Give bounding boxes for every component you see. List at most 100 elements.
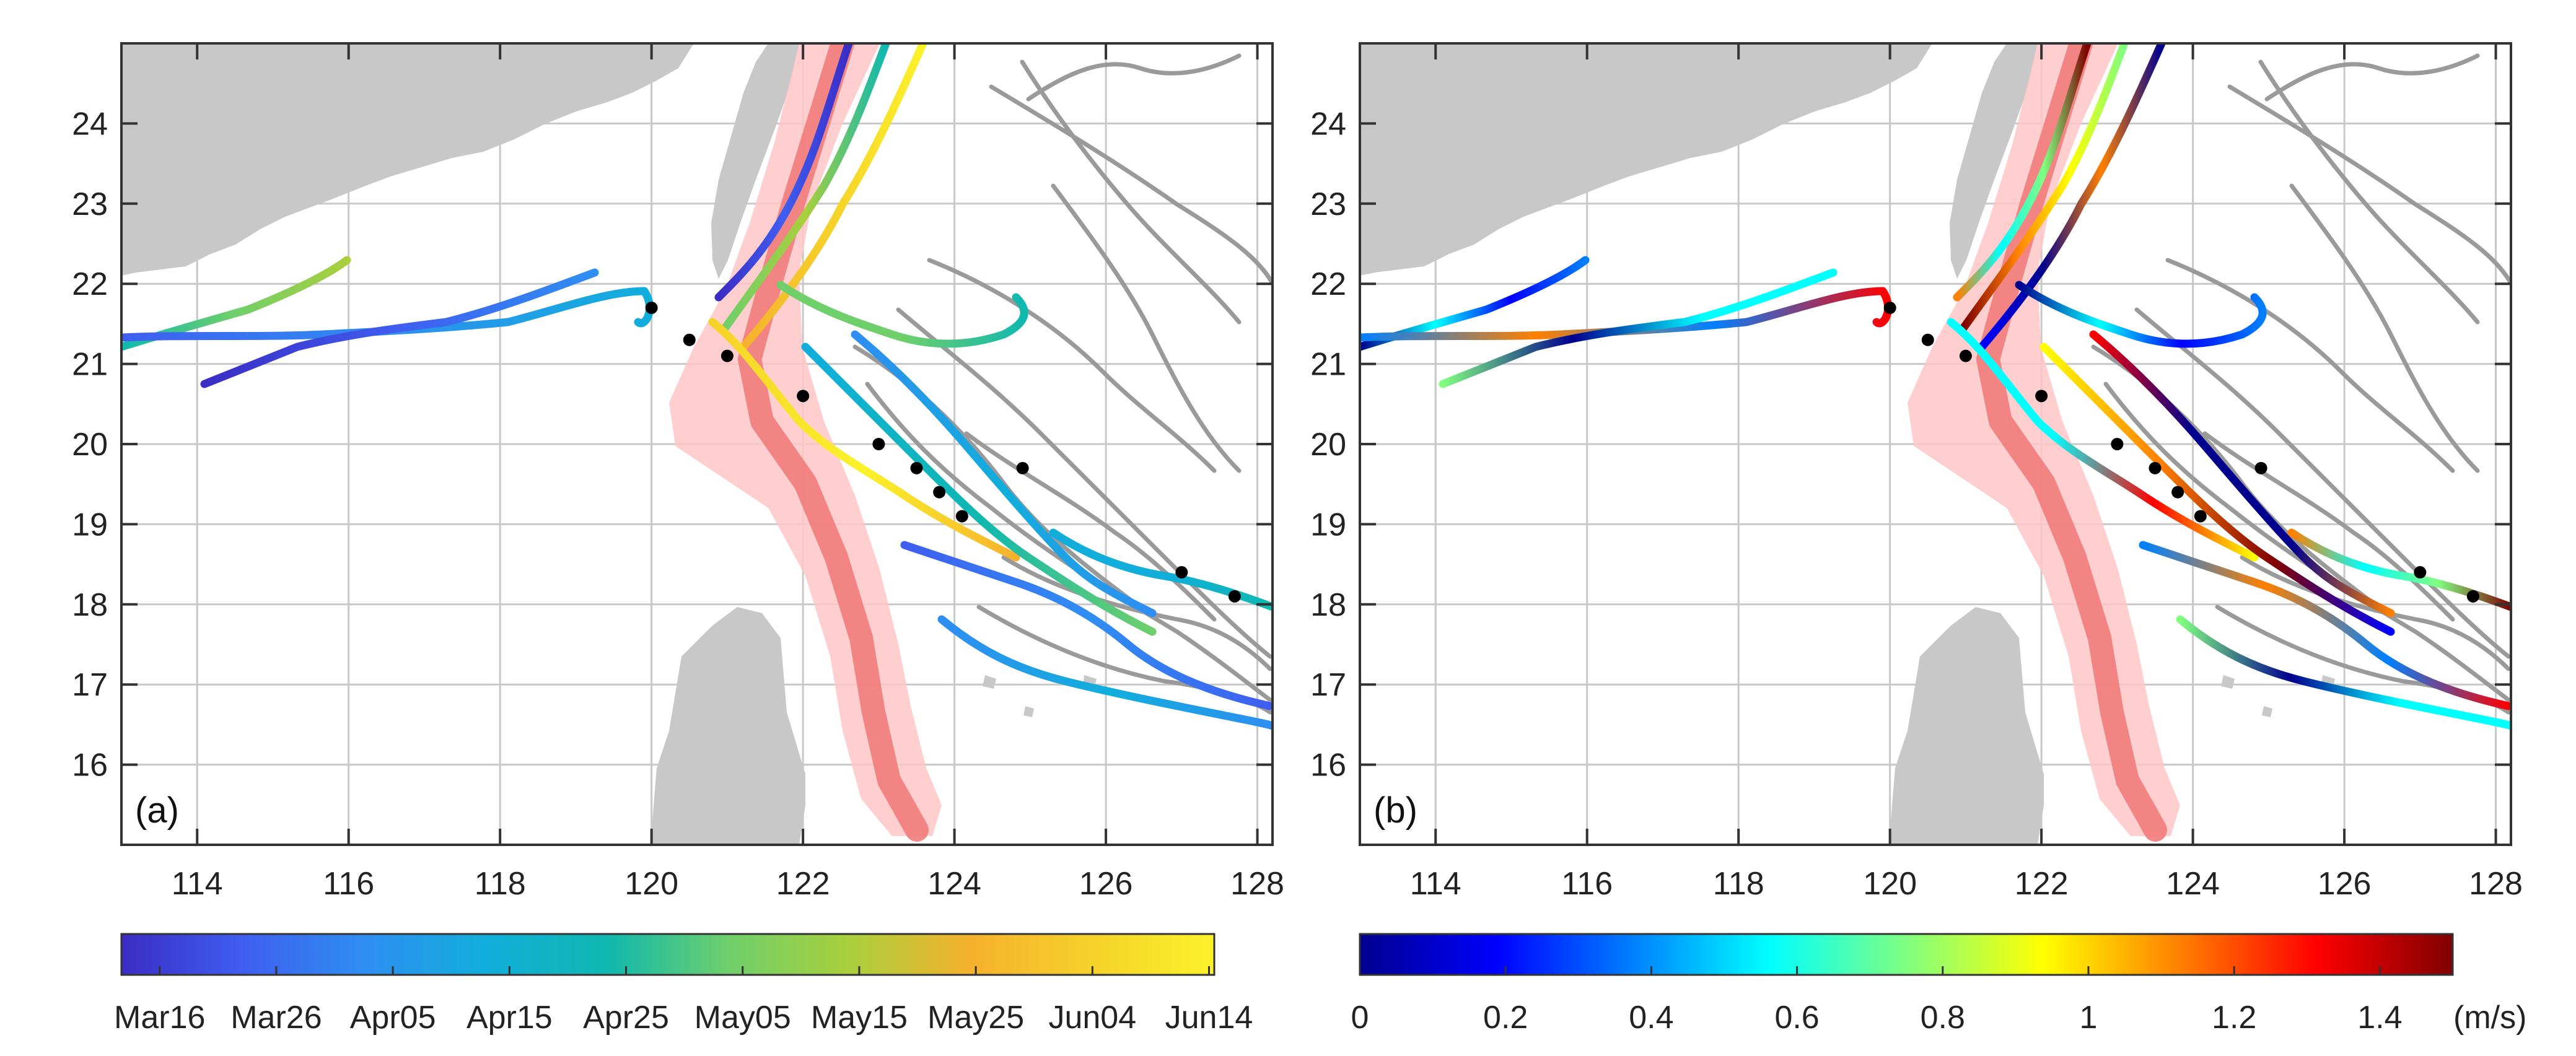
- lon-tick-label: 120: [624, 866, 678, 902]
- drifter-track: [2089, 330, 2395, 617]
- lon-tick-label: 116: [323, 866, 374, 902]
- lon-tick-label: 120: [1863, 866, 1917, 902]
- colorbar-unit: (m/s): [2453, 1000, 2526, 1036]
- colorbar-tick-label: Apr05: [350, 1000, 436, 1036]
- lat-tick-label: 21: [1310, 347, 1346, 383]
- lon-tick-label: 118: [1713, 866, 1764, 902]
- lon-tick-label: 126: [2318, 866, 2372, 902]
- land-mask: [1360, 43, 2335, 845]
- lon-tick-label: 128: [1230, 866, 1284, 902]
- lat-tick-label: 24: [1310, 106, 1346, 142]
- deployment-point: [2194, 510, 2207, 523]
- deployment-points: [1883, 302, 2479, 603]
- deployment-point: [1016, 461, 1029, 474]
- drifter-track: [121, 287, 654, 342]
- colorbar-tick-label: 0.4: [1629, 1000, 1673, 1036]
- deployment-point: [2466, 590, 2479, 603]
- colorbar-speed: 0 0.2 0.4 0.6 0.8 1 1.2 1.4 (m/s): [1351, 933, 2526, 1036]
- deployment-point: [2414, 566, 2427, 579]
- gray-track: [2258, 59, 2480, 325]
- deployment-point: [645, 302, 658, 315]
- drifter-tracks-by-date: [121, 43, 1273, 730]
- lat-tick-label: 23: [72, 186, 108, 222]
- lon-tick-label: 116: [1561, 866, 1613, 902]
- lon-tick-label: 124: [2166, 866, 2220, 902]
- drifter-track: [2176, 615, 2511, 730]
- deployment-point: [2171, 486, 2184, 499]
- gray-track: [2165, 258, 2455, 473]
- gray-track: [2134, 307, 2511, 659]
- lon-tick-label: 118: [475, 866, 526, 902]
- lat-tick-label: 19: [72, 507, 108, 543]
- drifter-track: [1439, 268, 1838, 388]
- colorbar-tick-label: May15: [811, 1000, 908, 1036]
- drifter-track: [2139, 541, 2511, 710]
- lat-tick-label: 17: [72, 667, 108, 703]
- colorbar-tick-label: May05: [694, 1000, 791, 1036]
- drifter-track: [801, 343, 1157, 636]
- drifter-track: [1947, 318, 2259, 562]
- gray-track: [1051, 183, 1242, 473]
- deployment-point: [910, 461, 923, 474]
- lon-tick-label: 124: [927, 866, 981, 902]
- gray-track: [989, 84, 1273, 289]
- deployment-point: [955, 510, 968, 523]
- gray-track: [2264, 53, 2480, 102]
- deployment-points: [645, 302, 1241, 603]
- lat-tick-label: 21: [72, 347, 108, 383]
- deployment-point: [2254, 461, 2267, 474]
- deployment-point: [1921, 333, 1934, 346]
- gray-track: [2289, 183, 2480, 473]
- colorbar-date: Mar16 Mar26 Apr05 Apr15 Apr25 May05 May15 May25…: [114, 933, 1253, 1036]
- map-panel-a: 114 116 118 120 122 124 126 128 16 17 18 19 20 21 22 23…: [72, 42, 1284, 902]
- land-mask: [121, 43, 1097, 845]
- axis-ticks: 114 116 118 120 122 124 126 128 16 17 18 19 20 21 22 23…: [1310, 43, 2523, 902]
- lat-tick-label: 19: [1310, 507, 1346, 543]
- colorbar-tick-label: Jun04: [1048, 1000, 1136, 1036]
- deployment-point: [2035, 390, 2048, 403]
- colorbar-tick-label: Jun14: [1165, 1000, 1253, 1036]
- drifter-track: [2039, 343, 2395, 636]
- colorbar-tick-label: May25: [927, 1000, 1024, 1036]
- lat-tick-label: 16: [72, 748, 108, 783]
- colorbar-tick-label: Mar16: [114, 1000, 205, 1036]
- drifter-track: [721, 43, 890, 333]
- gray-track: [1026, 53, 1242, 102]
- lat-tick-label: 18: [72, 587, 108, 623]
- drifter-track: [739, 43, 927, 351]
- lat-tick-label: 20: [1310, 427, 1346, 463]
- lon-tick-label: 126: [1079, 866, 1133, 902]
- deployment-point: [683, 333, 696, 346]
- deployment-point: [1175, 566, 1188, 579]
- drifter-track: [851, 330, 1157, 617]
- drifter-track: [2015, 281, 2267, 348]
- drifter-track: [900, 541, 1273, 710]
- colorbar-tick-label: 0: [1351, 1000, 1369, 1036]
- deployment-point: [1883, 302, 1896, 315]
- lon-tick-label: 114: [172, 866, 223, 902]
- colorbar-tick-label: 0.8: [1921, 1000, 1965, 1036]
- deployment-point: [1959, 349, 1972, 362]
- drifter-track: [1978, 43, 2166, 351]
- lat-tick-label: 18: [1310, 587, 1346, 623]
- colorbar-tick-label: 0.2: [1483, 1000, 1528, 1036]
- drifter-track: [200, 268, 599, 388]
- lat-tick-label: 17: [1310, 667, 1346, 703]
- drifter-track: [937, 615, 1273, 730]
- deployment-point: [797, 390, 810, 403]
- deployment-point: [1228, 590, 1241, 603]
- colorbar-tick-label: Mar26: [230, 1000, 322, 1036]
- colorbar-tick-label: 1.2: [2212, 1000, 2256, 1036]
- colorbar-tick-label: Apr25: [583, 1000, 669, 1036]
- drifter-track: [708, 318, 1020, 562]
- lon-tick-label: 122: [776, 866, 830, 902]
- axis-ticks: 114 116 118 120 122 124 126 128 16 17 18 19 20 21 22 23…: [72, 43, 1284, 902]
- drifter-track: [1953, 43, 2092, 302]
- gray-track: [1001, 555, 1273, 671]
- drifter-track: [776, 281, 1028, 348]
- lat-tick-label: 23: [1310, 186, 1346, 222]
- gray-track: [927, 258, 1217, 473]
- gray-track: [2202, 431, 2455, 622]
- lon-tick-label: 128: [2469, 866, 2523, 902]
- drifter-track: [1360, 287, 1893, 342]
